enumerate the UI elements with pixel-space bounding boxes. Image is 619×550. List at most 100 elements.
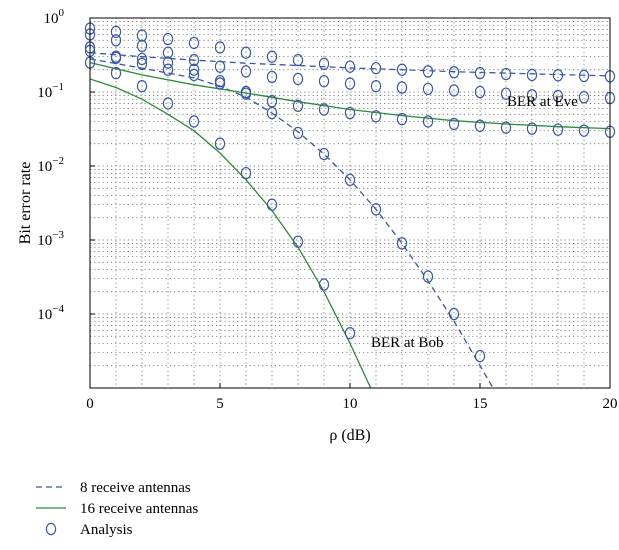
x-axis-label: ρ (dB): [329, 427, 370, 444]
analysis-marker: [422, 82, 434, 96]
analysis-marker: [344, 106, 356, 120]
analysis-marker: [448, 307, 460, 321]
analysis-markers: [84, 22, 616, 363]
analysis-marker: [188, 36, 200, 50]
analysis-marker: [344, 327, 356, 340]
y-tick-label: 10−1: [37, 81, 64, 101]
analysis-marker: [136, 39, 148, 53]
analysis-marker: [474, 119, 486, 132]
analysis-marker: [292, 53, 304, 67]
analysis-marker: [266, 70, 278, 84]
legend-label: 8 receive antennas: [80, 480, 191, 496]
series-line-16-antennas: [90, 61, 610, 130]
analysis-marker: [240, 87, 252, 100]
analysis-marker: [474, 66, 486, 80]
analysis-marker: [448, 84, 460, 97]
analysis-marker: [422, 270, 434, 283]
analysis-marker: [240, 65, 252, 78]
analysis-marker: [500, 87, 512, 100]
analysis-marker: [214, 137, 226, 150]
analysis-marker: [318, 147, 330, 161]
y-tick-label: 100: [44, 7, 65, 27]
x-tick-label: 20: [603, 396, 618, 412]
x-tick-label: 0: [86, 396, 94, 412]
analysis-marker: [266, 50, 278, 63]
analysis-marker: [396, 81, 408, 94]
analysis-marker: [136, 79, 148, 93]
analysis-marker: [578, 69, 590, 83]
legend-label: 16 receive antennas: [80, 501, 198, 517]
analysis-marker: [448, 117, 460, 131]
grid: [90, 18, 610, 388]
analysis-marker: [318, 278, 330, 291]
analysis-marker: [552, 69, 564, 82]
analysis-marker: [292, 72, 304, 86]
analysis-marker: [110, 50, 122, 63]
series-line-16-antennas: [90, 78, 372, 388]
analysis-marker: [162, 63, 174, 76]
legend-label: Analysis: [80, 522, 133, 538]
analysis-marker: [370, 79, 382, 93]
legend-marker: [45, 522, 57, 536]
analysis-marker: [318, 74, 330, 88]
analysis-marker: [500, 67, 512, 81]
analysis-marker: [110, 25, 122, 39]
annotation-label: BER at Bob: [371, 335, 444, 351]
x-ticks: 0 5 10 15 20: [86, 383, 618, 412]
analysis-marker: [422, 65, 434, 78]
analysis-marker: [422, 115, 434, 128]
analysis-marker: [162, 97, 174, 110]
legend: 8 receive antennas 16 receive antennas Ana…: [36, 480, 198, 538]
analysis-marker: [136, 52, 148, 66]
analysis-marker: [240, 46, 252, 59]
analysis-marker: [578, 91, 590, 104]
analysis-marker: [318, 103, 330, 116]
analysis-marker: [292, 235, 304, 248]
analysis-marker: [292, 99, 304, 113]
analysis-marker: [162, 56, 174, 69]
analysis-marker: [344, 173, 356, 187]
analysis-marker: [318, 57, 330, 71]
analysis-marker: [474, 349, 486, 363]
analysis-marker: [266, 198, 278, 211]
analysis-marker: [448, 66, 460, 79]
analysis-marker: [162, 46, 174, 59]
analysis-marker: [214, 60, 226, 73]
x-tick-label: 5: [216, 396, 224, 412]
analysis-marker: [370, 110, 382, 123]
analysis-marker: [526, 89, 538, 102]
analysis-marker: [162, 32, 174, 46]
analysis-marker: [110, 34, 122, 47]
analysis-marker: [136, 29, 148, 42]
analysis-marker: [214, 41, 226, 54]
analysis-marker: [552, 89, 564, 103]
analysis-marker: [396, 237, 408, 250]
analysis-marker: [578, 124, 590, 137]
analysis-marker: [136, 57, 148, 71]
annotation-label: BER at Eve: [507, 94, 578, 110]
analysis-marker: [396, 112, 408, 126]
analysis-marker: [188, 115, 200, 128]
analysis-marker: [370, 61, 382, 75]
analysis-marker: [188, 53, 200, 67]
y-tick-label: 10−4: [37, 303, 64, 323]
analysis-marker: [240, 166, 252, 180]
analysis-marker: [474, 85, 486, 99]
analysis-marker: [500, 121, 512, 134]
analysis-marker: [552, 123, 564, 136]
analysis-marker: [526, 68, 538, 82]
y-tick-label: 10−2: [37, 155, 64, 175]
analysis-marker: [526, 122, 538, 135]
analysis-marker: [214, 74, 226, 88]
series-group: [90, 52, 610, 388]
annotations: BER at Eve BER at Bob: [371, 94, 578, 351]
analysis-marker: [188, 63, 200, 76]
series-line-8-antennas: [90, 52, 610, 77]
y-axis-label: Bit error rate: [17, 162, 34, 245]
y-ticks: 100 10−1 10−2 10−3 10−4: [37, 7, 95, 323]
analysis-marker: [344, 77, 356, 90]
analysis-marker: [344, 60, 356, 73]
x-tick-label: 15: [473, 396, 488, 412]
analysis-marker: [188, 68, 200, 82]
